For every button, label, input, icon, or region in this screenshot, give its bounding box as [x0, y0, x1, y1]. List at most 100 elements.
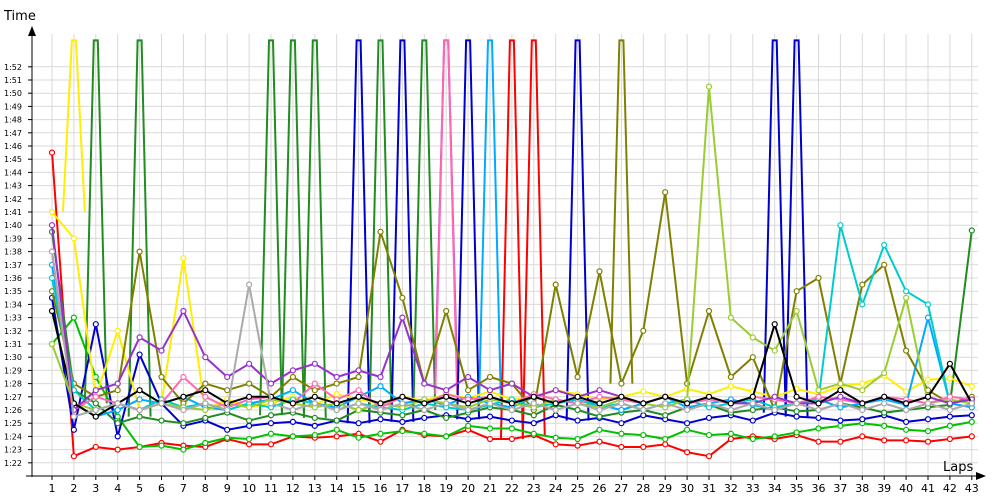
x-axis-arrow-icon	[976, 472, 986, 480]
data-point	[640, 406, 647, 414]
data-point	[640, 443, 647, 451]
data-point	[596, 406, 603, 414]
y-tick-label: 1:22	[4, 459, 22, 468]
data-point	[793, 400, 800, 407]
spike-line	[390, 39, 415, 422]
data-point	[793, 429, 800, 436]
spike-line	[434, 39, 459, 395]
data-point	[596, 438, 603, 445]
data-point	[574, 400, 581, 407]
data-point	[333, 417, 340, 424]
x-tick-label: 27	[614, 482, 628, 495]
data-point	[530, 393, 537, 400]
data-point	[837, 393, 844, 400]
data-point	[246, 360, 253, 367]
data-point	[662, 435, 669, 443]
data-point	[837, 380, 844, 387]
data-point	[815, 406, 822, 414]
x-tick-label: 7	[180, 482, 187, 495]
spike-line	[368, 39, 393, 413]
data-point	[574, 417, 581, 424]
y-tick-label: 1:24	[4, 432, 22, 441]
spike-lines	[61, 39, 809, 440]
data-point	[749, 435, 756, 443]
x-tick-label: 8	[202, 482, 209, 495]
data-point	[574, 393, 581, 400]
data-point	[465, 416, 472, 423]
data-point	[968, 433, 975, 440]
data-point	[311, 387, 318, 394]
x-tick-label: 35	[790, 482, 804, 495]
data-point	[333, 391, 340, 398]
data-point	[136, 443, 143, 451]
data-point	[114, 387, 121, 394]
data-point	[158, 347, 165, 354]
data-point	[618, 400, 625, 407]
x-tick-label: 34	[768, 482, 782, 495]
data-point	[596, 268, 603, 275]
data-point	[902, 294, 910, 301]
y-tick-label: 1:30	[4, 353, 22, 362]
data-point	[289, 400, 296, 407]
x-tick-label: 26	[593, 482, 607, 495]
data-point	[596, 393, 603, 400]
data-point	[530, 420, 537, 427]
data-point	[202, 354, 209, 361]
data-point	[881, 409, 888, 416]
data-point	[289, 367, 296, 374]
data-point	[662, 412, 669, 419]
data-point	[640, 400, 647, 407]
data-point	[311, 414, 318, 422]
data-point	[421, 414, 428, 422]
data-point	[224, 406, 231, 414]
x-tick-label: 15	[352, 482, 366, 495]
data-point	[246, 441, 253, 448]
data-point	[508, 406, 515, 414]
data-point	[267, 420, 275, 427]
data-point	[465, 387, 472, 394]
data-point	[837, 400, 844, 407]
data-point	[596, 426, 603, 433]
data-point	[224, 426, 231, 433]
data-point	[377, 400, 384, 407]
x-tick-label: 30	[680, 482, 694, 495]
data-point	[289, 373, 296, 381]
data-point	[114, 380, 121, 387]
data-point	[289, 433, 296, 440]
y-tick-label: 1:44	[4, 168, 22, 177]
data-point	[333, 433, 340, 440]
y-tick-label: 1:25	[4, 419, 22, 428]
data-point	[246, 422, 253, 429]
data-point	[355, 393, 362, 400]
y-tick-label: 1:52	[4, 63, 22, 72]
data-point	[202, 406, 209, 414]
data-point	[180, 373, 187, 381]
data-point	[815, 414, 822, 422]
data-point	[443, 393, 450, 400]
x-tick-label: 24	[549, 482, 563, 495]
data-point	[355, 367, 362, 374]
data-point	[399, 428, 406, 435]
data-point	[727, 435, 735, 443]
data-point	[486, 393, 494, 400]
data-point	[443, 414, 450, 422]
data-point	[727, 430, 735, 437]
spike-line	[412, 39, 437, 411]
data-point	[705, 393, 713, 400]
data-point	[92, 443, 99, 451]
x-tick-label: 4	[114, 482, 121, 495]
data-point	[246, 380, 253, 387]
data-point	[508, 400, 515, 407]
data-point	[486, 387, 494, 394]
data-point	[946, 413, 954, 420]
data-point	[180, 446, 187, 453]
spike-line	[478, 39, 502, 404]
data-point	[399, 418, 406, 425]
data-point	[486, 413, 494, 420]
data-point	[508, 435, 515, 443]
x-tick-label: 5	[136, 482, 143, 495]
x-tick-label: 40	[899, 482, 913, 495]
y-tick-label: 1:45	[4, 155, 22, 164]
y-tick-label: 1:34	[4, 300, 22, 309]
x-tick-label: 16	[374, 482, 388, 495]
